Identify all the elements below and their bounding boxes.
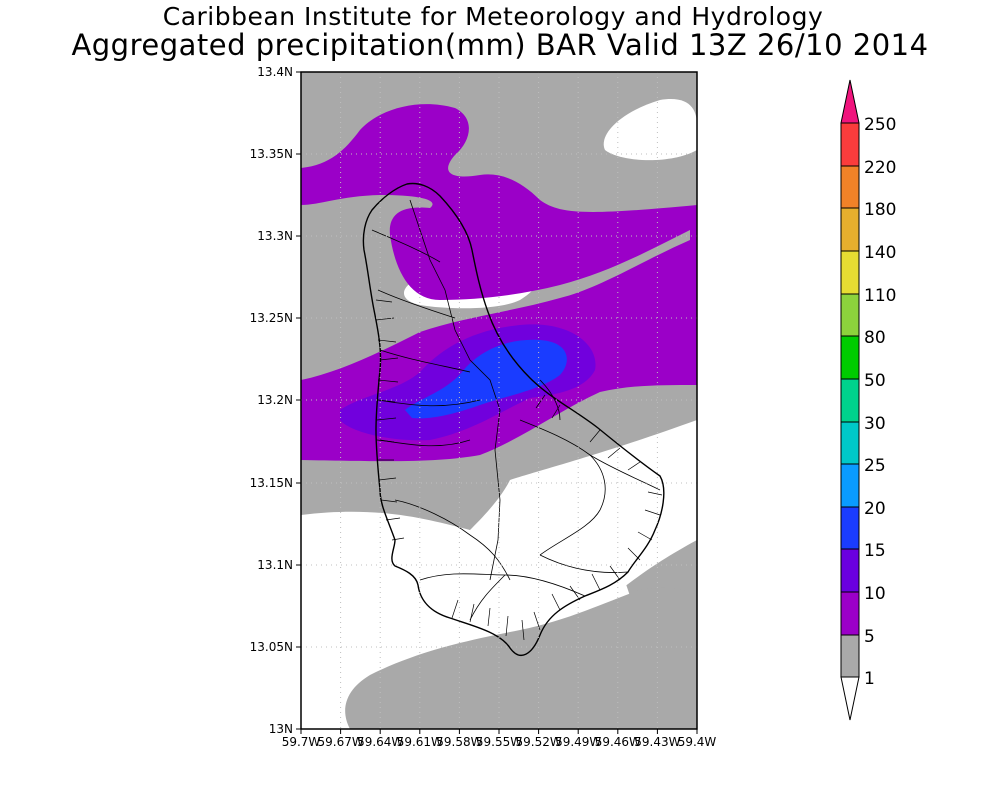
colorbar-label: 50 (864, 371, 886, 391)
lat-tick-label: 13.4N (257, 65, 293, 79)
colorbar-label: 140 (864, 243, 896, 263)
colorbar-label: 20 (864, 499, 886, 519)
colorbar-label: 10 (864, 584, 886, 604)
lat-tick-label: 13.2N (257, 393, 293, 407)
lon-tick-label: 59.58W (436, 735, 482, 749)
colorbar-swatch (840, 591, 860, 636)
colorbar-swatch (840, 548, 860, 593)
colorbar-swatch (840, 463, 860, 508)
grid-lines (301, 72, 697, 729)
colorbar-swatch (840, 378, 860, 423)
lon-tick-label: 59.43W (634, 735, 680, 749)
lon-tick-label: 59.7W (282, 735, 321, 749)
colorbar-swatch (840, 421, 860, 465)
lon-tick-label: 59.64W (357, 735, 403, 749)
colorbar-swatch (840, 207, 860, 252)
colorbar-swatch (840, 634, 860, 678)
colorbar-lower-arrow (840, 676, 860, 721)
colorbar-label: 220 (864, 158, 896, 178)
precipitation-field (301, 72, 697, 729)
colorbar-label: 80 (864, 328, 886, 348)
lon-tick-label: 59.67W (317, 735, 363, 749)
lon-tick-label: 59.4W (678, 735, 717, 749)
precip-zone-below-1mm (603, 99, 697, 161)
colorbar-upper-arrow (840, 79, 860, 124)
colorbar-swatch (840, 165, 860, 209)
precip-zone-below-1mm (301, 420, 697, 729)
colorbar-swatch (840, 335, 860, 380)
colorbar-swatch (840, 122, 860, 167)
lat-axis: 13.4N 13.35N 13.3N 13.25N 13.2N 13.15N 1… (250, 65, 301, 736)
colorbar-swatch (840, 293, 860, 337)
colorbar-label: 180 (864, 200, 896, 220)
precip-zone-15-20mm (405, 339, 567, 419)
colorbar-label: 15 (864, 541, 886, 561)
colorbar-label: 250 (864, 115, 896, 135)
parish-boundaries (371, 199, 661, 621)
colorbar-label: 30 (864, 414, 886, 434)
colorbar-swatch (840, 250, 860, 295)
colorbar: 250 220 180 140 110 80 50 30 25 20 15 10… (840, 79, 896, 721)
colorbar-label: 5 (864, 627, 875, 647)
lon-tick-label: 59.49W (555, 735, 601, 749)
institute-title: Caribbean Institute for Meteorology and … (162, 2, 824, 31)
lon-tick-label: 59.52W (515, 735, 561, 749)
lat-tick-label: 13.05N (250, 640, 293, 654)
colorbar-label: 1 (864, 669, 875, 689)
product-title: Aggregated precipitation(mm) BAR Valid 1… (71, 28, 929, 62)
lat-tick-label: 13.3N (257, 229, 293, 243)
lon-tick-label: 59.55W (476, 735, 522, 749)
coastal-features (375, 299, 663, 641)
lon-tick-label: 59.61W (397, 735, 443, 749)
lat-tick-label: 13.35N (250, 147, 293, 161)
precip-zone-1-5mm (345, 587, 697, 729)
colorbar-swatch (840, 506, 860, 550)
lat-tick-label: 13.15N (250, 476, 293, 490)
lat-tick-label: 13N (269, 722, 293, 736)
colorbar-label: 110 (864, 286, 896, 306)
lat-tick-label: 13.1N (257, 558, 293, 572)
lat-tick-label: 13.25N (250, 311, 293, 325)
colorbar-label: 25 (864, 456, 886, 476)
lon-axis: 59.7W 59.67W 59.64W 59.61W 59.58W 59.55W… (282, 729, 717, 749)
island-outline (362, 182, 665, 657)
lon-tick-label: 59.46W (595, 735, 641, 749)
